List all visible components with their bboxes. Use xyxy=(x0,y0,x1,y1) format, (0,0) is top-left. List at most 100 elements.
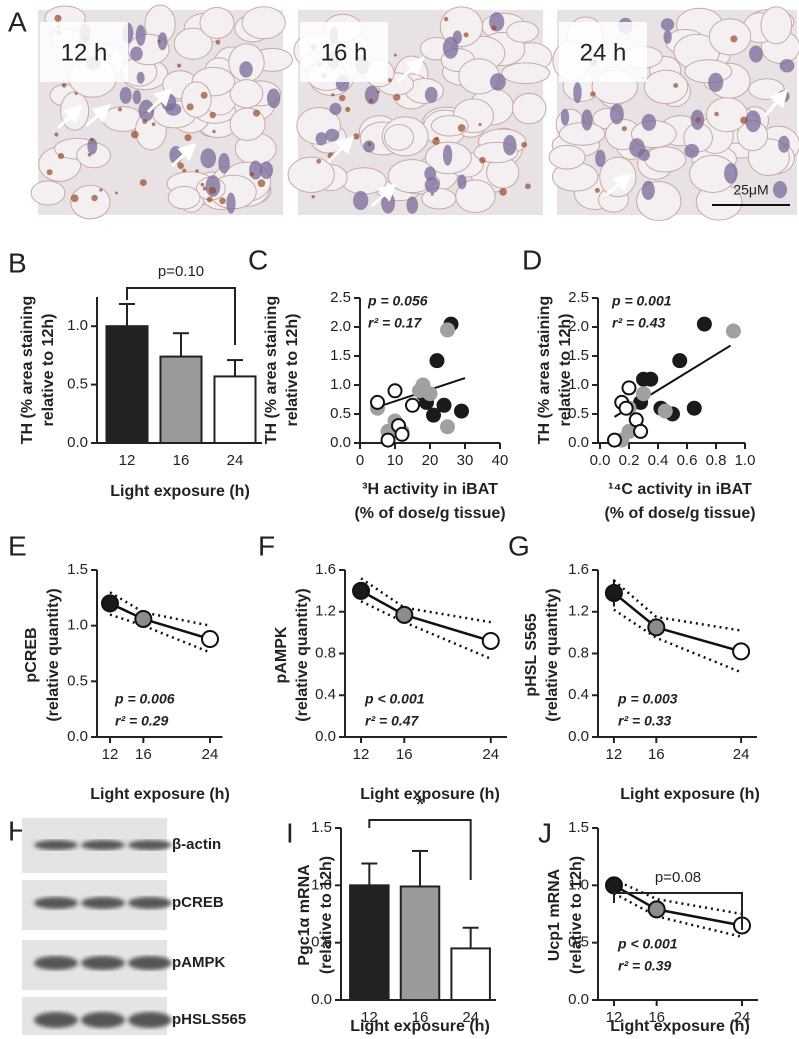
image-label: 12 h xyxy=(61,39,108,66)
x-axis-label: ³H activity in iBAT xyxy=(362,481,498,498)
y-axis-label: relative to 12h) xyxy=(284,314,301,427)
cell-outline xyxy=(439,6,483,47)
x-axis-label: Light exposure (h) xyxy=(620,786,760,803)
point xyxy=(621,380,637,396)
y-axis-label: TH (% area staining xyxy=(536,296,553,444)
point xyxy=(440,322,455,338)
stain xyxy=(151,122,156,127)
y-tick-label: 1.2 xyxy=(568,603,589,620)
arrow xyxy=(763,89,788,117)
cell-outline xyxy=(506,20,539,43)
stain xyxy=(61,82,67,88)
point xyxy=(647,618,666,637)
arrow xyxy=(85,104,111,128)
nucleus xyxy=(684,143,700,158)
stain xyxy=(54,14,62,22)
nucleus xyxy=(132,89,142,105)
cell-outline xyxy=(430,115,469,137)
stain xyxy=(491,25,497,31)
band-label: pAMPK xyxy=(172,954,225,971)
x-tick-label: 24 xyxy=(733,746,750,763)
cell-outline xyxy=(287,156,335,193)
y-tick-label: 2.5 xyxy=(568,289,589,306)
nucleus xyxy=(424,86,438,103)
stain xyxy=(200,91,208,99)
x-tick-label: 0.2 xyxy=(619,452,640,469)
cell-outline xyxy=(173,27,213,60)
nucleus xyxy=(218,152,230,174)
stat-annotation: p = 0.056 xyxy=(367,293,428,309)
y-tick-label: 0.4 xyxy=(315,686,336,703)
stat-annotation: r² = 0.17 xyxy=(368,315,423,331)
stain xyxy=(316,158,322,164)
nucleus xyxy=(660,18,675,31)
x-tick-label: 16 xyxy=(135,746,152,763)
y-tick-label: 0.0 xyxy=(568,991,589,1008)
nucleus xyxy=(442,144,453,166)
x-tick-label: 12 xyxy=(606,1009,623,1026)
point xyxy=(426,407,441,423)
nucleus xyxy=(352,190,369,211)
nucleus xyxy=(745,110,761,133)
cell-outline xyxy=(241,6,286,40)
cell-outline xyxy=(548,144,586,170)
y-axis-label: (relative to 12h) xyxy=(318,856,335,974)
point xyxy=(647,900,666,919)
y-tick-label: 0.0 xyxy=(568,434,589,451)
point xyxy=(201,630,219,649)
nucleus xyxy=(489,12,505,32)
y-tick-label: 0.5 xyxy=(568,405,589,422)
blot-band xyxy=(81,897,125,909)
stain xyxy=(117,107,123,112)
point xyxy=(732,642,751,661)
stain xyxy=(200,182,205,187)
confidence-band xyxy=(613,892,743,939)
confidence-band xyxy=(109,591,211,627)
stain xyxy=(130,130,139,139)
point xyxy=(429,353,445,369)
x-tick-label: 0 xyxy=(356,452,364,469)
stat-annotation: p = 0.006 xyxy=(114,691,175,707)
stat-annotation: r² = 0.43 xyxy=(612,315,666,331)
x-tick-label: 1.0 xyxy=(735,452,756,469)
y-tick-label: 1.6 xyxy=(568,561,589,578)
point xyxy=(387,383,403,399)
stain xyxy=(249,171,255,177)
image-label: 16 h xyxy=(321,39,368,66)
y-axis-label: pCREB xyxy=(23,627,40,682)
y-tick-label: 0.0 xyxy=(568,728,589,745)
stain xyxy=(208,186,217,195)
x-axis-label: (% of dose/g tissue) xyxy=(354,505,505,522)
cell-outline xyxy=(387,159,437,194)
stain xyxy=(331,93,335,97)
x-tick-label: 12 xyxy=(102,746,119,763)
point xyxy=(605,876,623,895)
point xyxy=(672,353,688,369)
cell-outline xyxy=(199,7,235,39)
y-tick-label: 0.0 xyxy=(67,434,88,451)
stain xyxy=(54,132,59,137)
nucleus xyxy=(609,103,624,125)
stat-annotation: p < 0.001 xyxy=(364,691,425,707)
blot-band xyxy=(128,1012,172,1028)
stain xyxy=(594,187,600,193)
y-axis-label: relative to 12h) xyxy=(40,314,57,427)
stain xyxy=(177,162,184,169)
stain xyxy=(70,194,79,203)
stain xyxy=(368,98,374,104)
y-axis-label: (relative quantity) xyxy=(294,588,311,721)
point xyxy=(657,403,673,419)
stain xyxy=(184,134,192,142)
y-axis-label: pAMPK xyxy=(273,626,290,683)
panel-letter: I xyxy=(286,817,294,848)
x-tick-label: 0.8 xyxy=(706,452,727,469)
nucleus xyxy=(200,148,217,169)
stain xyxy=(714,111,719,117)
stain xyxy=(99,188,103,192)
point xyxy=(405,397,420,413)
cell-outline xyxy=(181,81,212,118)
x-tick-label: 24 xyxy=(462,1009,479,1026)
significance-label: p=0.10 xyxy=(158,263,204,280)
stain xyxy=(443,16,449,22)
band-label: pHSLS565 xyxy=(172,1011,246,1028)
